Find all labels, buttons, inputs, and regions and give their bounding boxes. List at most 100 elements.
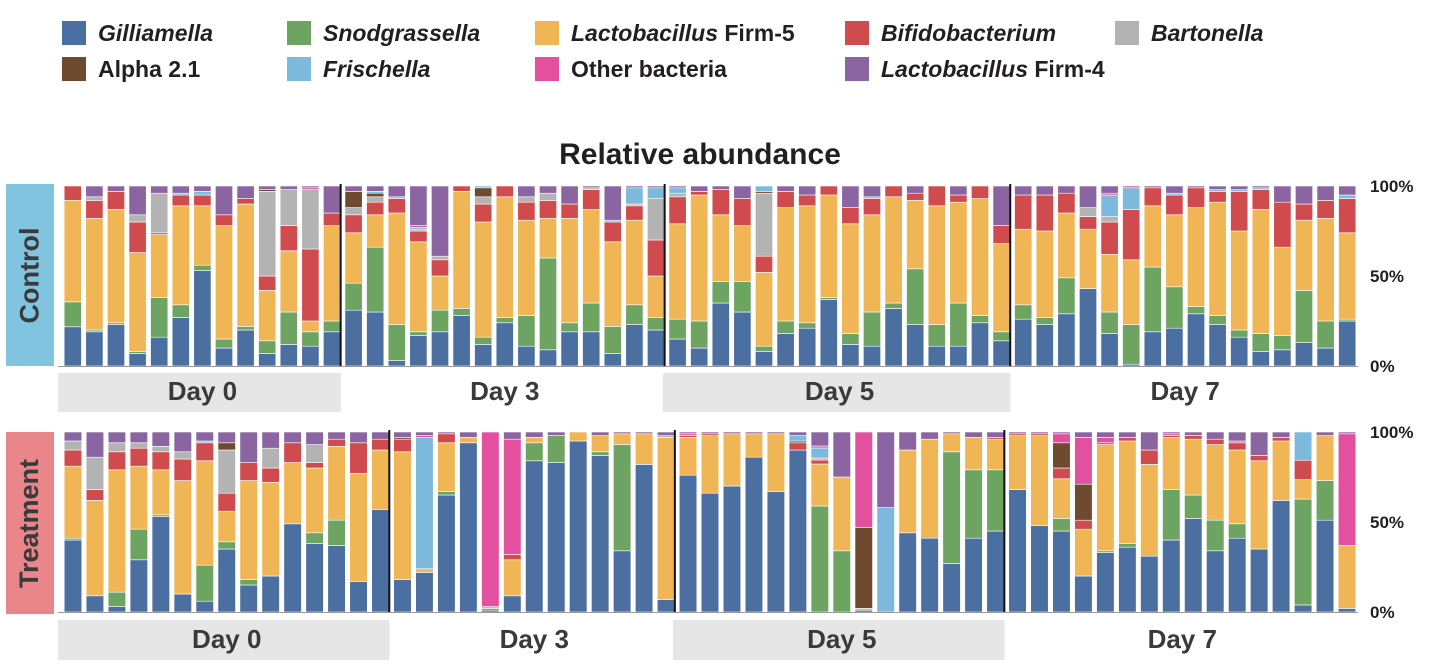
bar-segment <box>841 207 860 225</box>
bar-segment <box>215 225 233 340</box>
bar-segment <box>1035 317 1054 325</box>
bar-segment <box>1273 349 1292 367</box>
bar-segment <box>195 442 214 462</box>
bar-segment <box>920 431 939 440</box>
bar-segment <box>107 191 125 210</box>
bar-segment <box>195 564 214 602</box>
bar-segment <box>474 187 493 198</box>
bar-segment <box>344 214 363 234</box>
bar-segment <box>876 431 895 508</box>
stacked-bar <box>1035 185 1054 367</box>
day-band <box>673 620 1005 660</box>
bar-segment <box>387 324 406 361</box>
bar-segment <box>323 185 341 214</box>
stacked-bar <box>700 431 720 613</box>
bar-segment <box>1057 192 1076 214</box>
bar-segment <box>431 275 449 311</box>
bar-segment <box>1122 187 1141 210</box>
bar-segment <box>1208 191 1227 203</box>
bar-segment <box>810 505 829 613</box>
bar-segment <box>323 225 341 322</box>
bar-segment <box>261 482 280 577</box>
bar-segment <box>327 446 346 521</box>
bar-segment <box>949 185 968 196</box>
bar-segment <box>920 537 939 613</box>
bar-segment <box>1118 546 1137 613</box>
bar-segment <box>393 579 412 613</box>
day-label: Day 0 <box>168 376 237 406</box>
bar-segment <box>150 192 169 234</box>
bar-segment <box>431 255 449 261</box>
bar-segment <box>85 218 104 331</box>
stacked-bar <box>582 185 601 367</box>
bar-segment <box>1118 437 1137 442</box>
bar-segment <box>474 196 493 205</box>
stacked-bar <box>349 431 368 613</box>
bar-segment <box>517 315 536 347</box>
bar-segment <box>832 431 851 478</box>
legend-item: Other bacteria <box>535 54 727 84</box>
bar-segment <box>776 333 795 367</box>
bar-segment <box>668 223 687 320</box>
bar-segment <box>129 447 148 467</box>
bar-segment <box>1337 433 1357 546</box>
bar-segment <box>63 539 83 613</box>
bar-segment <box>236 185 255 199</box>
bar-segment <box>635 464 654 613</box>
bar-segment <box>986 469 1005 532</box>
stacked-bar <box>668 185 687 367</box>
stacked-bar <box>129 431 148 613</box>
bar-segment <box>323 331 341 367</box>
stacked-bar <box>1273 185 1292 367</box>
bar-segment <box>1079 228 1097 289</box>
bar-segment <box>788 449 807 613</box>
bar-segment <box>591 455 610 613</box>
bar-segment <box>261 431 280 449</box>
bar-segment <box>327 431 346 440</box>
bar-segment <box>582 189 601 210</box>
bar-segment <box>431 185 449 257</box>
stacked-bar <box>323 185 341 367</box>
bar-segment <box>215 347 233 367</box>
bar-segment <box>1208 324 1227 367</box>
bar-segment <box>415 431 434 436</box>
bar-segment <box>217 548 236 613</box>
bar-segment <box>560 203 579 219</box>
bar-segment <box>1294 498 1313 606</box>
bar-segment <box>560 331 579 367</box>
legend-item: Bifidobacterium <box>845 18 1056 48</box>
bar-segment <box>258 290 277 342</box>
stacked-bar <box>1052 431 1071 613</box>
stacked-bar <box>986 431 1005 613</box>
bar-segment <box>393 451 412 580</box>
stacked-bar <box>437 431 456 613</box>
bar-segment <box>128 214 147 223</box>
bar-segment <box>798 194 817 207</box>
bar-segment <box>884 302 903 309</box>
bar-segment <box>409 230 428 243</box>
bar-segment <box>776 185 795 192</box>
bar-segment <box>722 431 742 435</box>
bar-segment <box>387 185 406 198</box>
bar-segment <box>949 201 968 304</box>
bar-segment <box>971 185 989 199</box>
bar-segment <box>986 438 1005 471</box>
bar-segment <box>539 218 557 259</box>
bar-segment <box>1206 444 1225 521</box>
bar-segment <box>301 189 320 250</box>
bar-segment <box>323 320 341 333</box>
bar-segment <box>863 198 881 216</box>
legend-label: Gilliamella <box>98 19 214 46</box>
bar-segment <box>215 338 233 349</box>
stacked-bar <box>1014 185 1033 367</box>
bar-segment <box>613 550 632 613</box>
stacked-bar <box>85 431 105 613</box>
bar-segment <box>63 449 83 467</box>
bar-segment <box>63 301 82 328</box>
bar-segment <box>215 185 233 216</box>
stacked-bar <box>1187 185 1205 367</box>
bar-segment <box>344 282 363 311</box>
legend-label: Lactobacillus Firm-4 <box>881 55 1105 82</box>
bar-segment <box>1294 431 1313 461</box>
bar-segment <box>1035 185 1054 196</box>
